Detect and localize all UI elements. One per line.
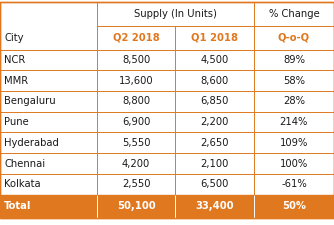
- Bar: [97, 153, 175, 174]
- Bar: [97, 70, 175, 91]
- Text: 109%: 109%: [280, 138, 308, 148]
- Text: 8,600: 8,600: [200, 76, 229, 86]
- Text: Hyderabad: Hyderabad: [4, 138, 59, 148]
- Bar: [97, 112, 175, 133]
- Bar: [97, 26, 175, 50]
- Text: Q2 2018: Q2 2018: [113, 33, 159, 43]
- Bar: [254, 153, 334, 174]
- Text: Supply (In Units): Supply (In Units): [134, 9, 217, 19]
- Bar: [0, 153, 97, 174]
- Bar: [254, 91, 334, 112]
- Text: NCR: NCR: [4, 55, 25, 65]
- Text: Q1 2018: Q1 2018: [191, 33, 238, 43]
- Bar: [254, 133, 334, 153]
- Text: % Change: % Change: [269, 9, 319, 19]
- Text: 2,650: 2,650: [200, 138, 229, 148]
- Bar: [97, 195, 175, 218]
- Bar: [254, 50, 334, 70]
- Bar: [97, 91, 175, 112]
- Text: Bengaluru: Bengaluru: [4, 96, 56, 106]
- Bar: [254, 195, 334, 218]
- Bar: [0, 91, 97, 112]
- Text: 2,200: 2,200: [200, 117, 229, 127]
- Bar: [175, 174, 254, 195]
- Bar: [0, 195, 97, 218]
- Text: 13,600: 13,600: [119, 76, 153, 86]
- Text: 4,200: 4,200: [122, 158, 150, 169]
- Text: 33,400: 33,400: [195, 201, 234, 211]
- Text: 2,100: 2,100: [200, 158, 229, 169]
- Bar: [97, 174, 175, 195]
- Bar: [97, 50, 175, 70]
- Text: 2,550: 2,550: [122, 179, 150, 189]
- Text: 5,550: 5,550: [122, 138, 150, 148]
- Text: 50,100: 50,100: [117, 201, 155, 211]
- Text: Q-o-Q: Q-o-Q: [278, 33, 310, 43]
- Bar: [175, 26, 254, 50]
- Text: 100%: 100%: [280, 158, 308, 169]
- Text: 6,500: 6,500: [200, 179, 229, 189]
- Bar: [0, 2, 97, 26]
- Bar: [175, 195, 254, 218]
- Bar: [97, 133, 175, 153]
- Bar: [254, 112, 334, 133]
- Bar: [175, 112, 254, 133]
- Bar: [0, 174, 97, 195]
- Bar: [175, 70, 254, 91]
- Bar: [175, 153, 254, 174]
- Text: MMR: MMR: [4, 76, 28, 86]
- Bar: [0, 70, 97, 91]
- Text: 8,500: 8,500: [122, 55, 150, 65]
- Text: 8,800: 8,800: [122, 96, 150, 106]
- Bar: [0, 112, 97, 133]
- Bar: [254, 2, 334, 26]
- Text: City: City: [4, 33, 23, 43]
- Text: Pune: Pune: [4, 117, 29, 127]
- Bar: [254, 70, 334, 91]
- Bar: [254, 26, 334, 50]
- Text: Kolkata: Kolkata: [4, 179, 41, 189]
- Bar: [0, 26, 97, 50]
- Text: 50%: 50%: [282, 201, 306, 211]
- Text: 89%: 89%: [283, 55, 305, 65]
- Text: 4,500: 4,500: [200, 55, 229, 65]
- Text: 6,900: 6,900: [122, 117, 150, 127]
- Text: 28%: 28%: [283, 96, 305, 106]
- Text: 214%: 214%: [280, 117, 308, 127]
- Bar: [0, 50, 97, 70]
- Bar: [97, 2, 175, 26]
- Text: 6,850: 6,850: [200, 96, 229, 106]
- Bar: [175, 50, 254, 70]
- Bar: [175, 2, 254, 26]
- Text: Total: Total: [4, 201, 31, 211]
- Bar: [0, 133, 97, 153]
- Text: 58%: 58%: [283, 76, 305, 86]
- Bar: [175, 133, 254, 153]
- Text: -61%: -61%: [281, 179, 307, 189]
- Bar: [175, 91, 254, 112]
- Text: Chennai: Chennai: [4, 158, 45, 169]
- Bar: [254, 174, 334, 195]
